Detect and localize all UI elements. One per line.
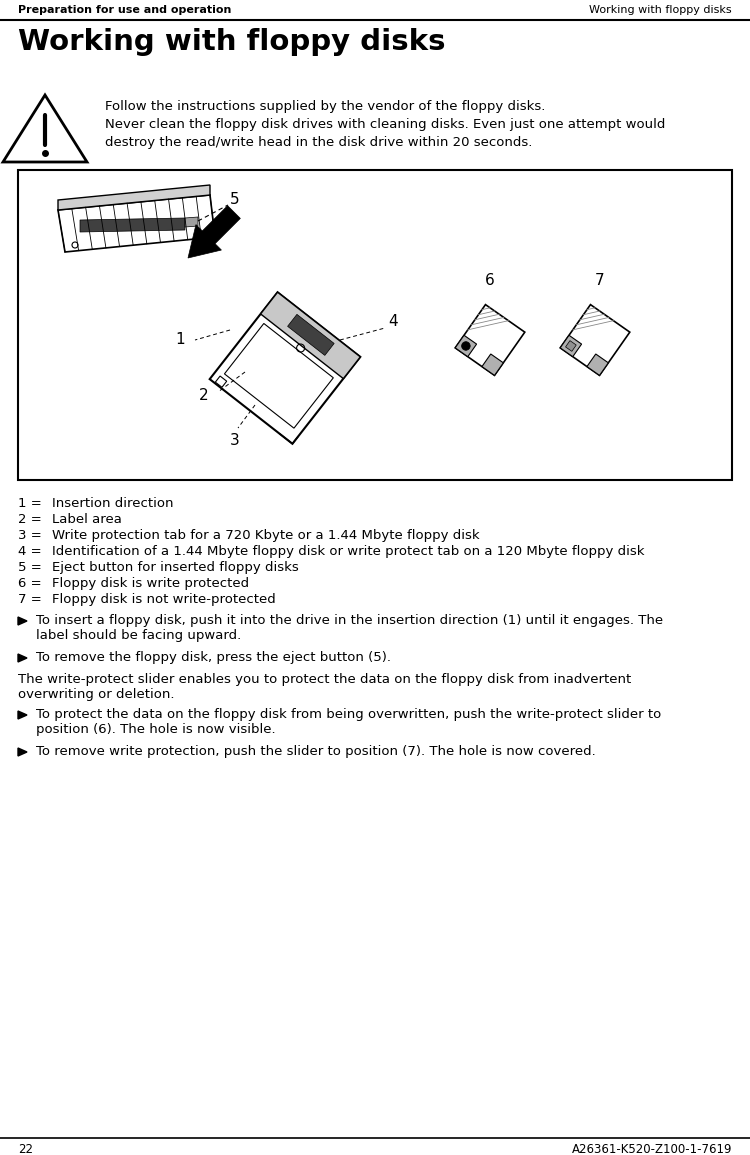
Text: Working with floppy disks: Working with floppy disks (590, 5, 732, 15)
Text: 2: 2 (198, 387, 208, 402)
Text: overwriting or deletion.: overwriting or deletion. (18, 688, 175, 701)
Polygon shape (18, 748, 27, 757)
Text: To insert a floppy disk, push it into the drive in the insertion direction (1) u: To insert a floppy disk, push it into th… (36, 614, 663, 627)
Polygon shape (560, 305, 630, 375)
Polygon shape (455, 335, 476, 357)
Text: Write protection tab for a 720 Kbyte or a 1.44 Mbyte floppy disk: Write protection tab for a 720 Kbyte or … (52, 529, 480, 542)
Bar (18, 170, 732, 480)
Polygon shape (185, 217, 198, 228)
Text: A26361-K520-Z100-1-7619: A26361-K520-Z100-1-7619 (572, 1143, 732, 1155)
Text: destroy the read/write head in the disk drive within 20 seconds.: destroy the read/write head in the disk … (105, 136, 532, 149)
Text: Floppy disk is not write-protected: Floppy disk is not write-protected (52, 593, 276, 606)
Text: 7 =: 7 = (18, 593, 42, 606)
Text: position (6). The hole is now visible.: position (6). The hole is now visible. (36, 723, 276, 736)
Text: 3 =: 3 = (18, 529, 42, 542)
Text: 22: 22 (18, 1143, 33, 1155)
Polygon shape (188, 206, 240, 258)
Polygon shape (482, 353, 503, 375)
Text: 3: 3 (230, 433, 240, 448)
Polygon shape (58, 185, 210, 210)
Text: The write-protect slider enables you to protect the data on the floppy disk from: The write-protect slider enables you to … (18, 673, 632, 686)
Polygon shape (58, 195, 215, 252)
Polygon shape (560, 335, 581, 357)
Text: Eject button for inserted floppy disks: Eject button for inserted floppy disks (52, 561, 298, 574)
Text: Follow the instructions supplied by the vendor of the floppy disks.: Follow the instructions supplied by the … (105, 100, 545, 113)
Text: 5 =: 5 = (18, 561, 42, 574)
Polygon shape (18, 711, 27, 720)
Text: Preparation for use and operation: Preparation for use and operation (18, 5, 231, 15)
Text: 6 =: 6 = (18, 578, 42, 590)
Text: Identification of a 1.44 Mbyte floppy disk or write protect tab on a 120 Mbyte f: Identification of a 1.44 Mbyte floppy di… (52, 545, 644, 558)
Text: 4: 4 (388, 314, 398, 329)
Polygon shape (18, 654, 27, 662)
Text: To remove the floppy disk, press the eject button (5).: To remove the floppy disk, press the eje… (36, 651, 391, 664)
Text: Working with floppy disks: Working with floppy disks (18, 28, 445, 55)
Polygon shape (80, 218, 185, 232)
Text: 1: 1 (176, 333, 185, 348)
Polygon shape (215, 377, 226, 387)
Text: label should be facing upward.: label should be facing upward. (36, 629, 242, 642)
Text: To remove write protection, push the slider to position (7). The hole is now cov: To remove write protection, push the sli… (36, 745, 596, 758)
Text: Floppy disk is write protected: Floppy disk is write protected (52, 578, 249, 590)
Polygon shape (455, 305, 525, 375)
Polygon shape (287, 314, 334, 356)
Circle shape (461, 342, 470, 350)
Polygon shape (566, 341, 576, 351)
Text: 4 =: 4 = (18, 545, 42, 558)
Text: Insertion direction: Insertion direction (52, 497, 173, 511)
Text: 2 =: 2 = (18, 513, 42, 526)
Text: Never clean the floppy disk drives with cleaning disks. Even just one attempt wo: Never clean the floppy disk drives with … (105, 118, 665, 131)
Text: Label area: Label area (52, 513, 122, 526)
Polygon shape (587, 353, 608, 375)
Polygon shape (18, 617, 27, 625)
Text: To protect the data on the floppy disk from being overwritten, push the write-pr: To protect the data on the floppy disk f… (36, 708, 662, 721)
Text: 6: 6 (485, 273, 495, 288)
Text: 1 =: 1 = (18, 497, 42, 511)
Text: 7: 7 (596, 273, 604, 288)
Polygon shape (260, 292, 360, 379)
Polygon shape (224, 323, 333, 429)
Polygon shape (210, 292, 360, 444)
Text: 5: 5 (230, 193, 240, 208)
